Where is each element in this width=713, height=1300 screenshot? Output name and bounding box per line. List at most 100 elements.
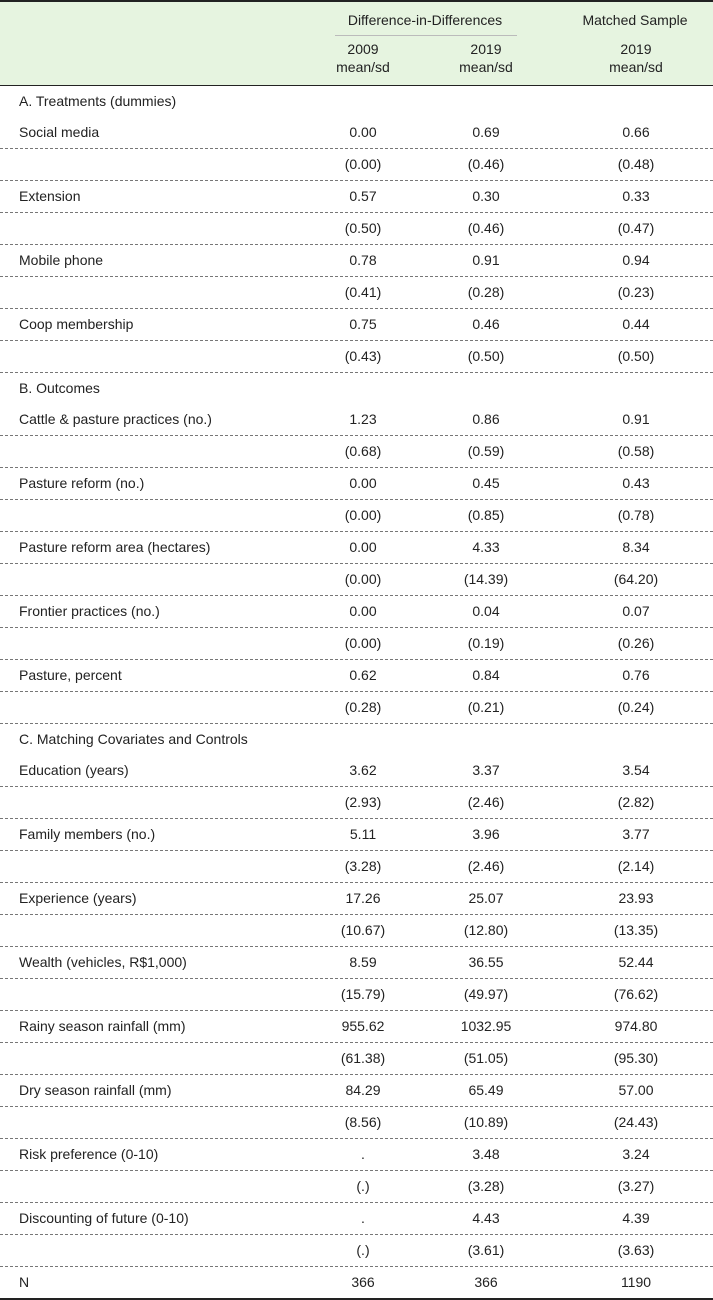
table-cell: 3.54 [622,762,650,778]
table-cell: (3.63) [617,1242,655,1258]
table-cell: 5.11 [349,826,377,842]
table-row: (8.56) (10.89) (24.43) [0,1107,713,1139]
table-cell: (12.80) [463,922,509,938]
table-cell: 974.80 [614,1018,658,1034]
table-cell: (0.46) [467,220,505,236]
table-cell: 0.00 [349,124,377,140]
table-cell: (61.38) [340,1050,386,1066]
table-row: Cattle & pasture practices (no.) 1.23 0.86… [0,404,713,436]
section-label: A. Treatments (dummies) [19,93,177,109]
table-row: (0.00) (0.46) (0.48) [0,149,713,181]
row-label: Pasture reform area (hectares) [19,539,211,555]
table-cell: 0.62 [349,667,377,683]
table-cell: (0.50) [467,348,505,364]
table-cell: (3.61) [467,1242,505,1258]
table-cell: 65.49 [468,1082,504,1098]
section-header-row: C. Matching Covariates and Controls [0,724,713,755]
table-row: (61.38) (51.05) (95.30) [0,1043,713,1075]
table-cell: (3.27) [617,1178,655,1194]
table-cell: (0.46) [467,156,505,172]
group-header-did: Difference-in-Differences [347,12,503,28]
row-label: Mobile phone [19,252,104,268]
table-cell: 4.39 [622,1210,650,1226]
table-cell: (.) [356,1178,370,1194]
table-row: Extension 0.57 0.30 0.33 [0,181,713,213]
table-cell: 0.66 [622,124,650,140]
table-cell: 8.34 [622,539,650,555]
table-row: (0.00) (14.39) (64.20) [0,564,713,596]
table-cell: (0.19) [467,635,505,651]
table-cell: (0.68) [344,443,382,459]
row-label: Extension [19,188,81,204]
row-label: N [19,1274,30,1290]
table-cell: 4.33 [472,539,500,555]
table-cell: (15.79) [340,986,386,1002]
table-cell: (8.56) [344,1114,382,1130]
table-cell: (0.28) [467,284,505,300]
table-cell: 84.29 [345,1082,381,1098]
table-cell: 0.57 [349,188,377,204]
table-cell: 17.26 [345,890,381,906]
table-row: (3.28) (2.46) (2.14) [0,851,713,883]
table-cell: (3.28) [467,1178,505,1194]
table-cell: (49.97) [463,986,509,1002]
table-cell: (0.00) [344,571,382,587]
column-stat: mean/sd [459,59,513,75]
table-cell: 0.00 [349,475,377,491]
table-row: Family members (no.) 5.11 3.96 3.77 [0,819,713,851]
table-cell: (13.35) [613,922,659,938]
table-row: (0.00) (0.19) (0.26) [0,628,713,660]
table-row: (2.93) (2.46) (2.82) [0,787,713,819]
table-cell: (0.00) [344,635,382,651]
table-cell: 1.23 [349,411,377,427]
row-label: Education (years) [19,762,129,778]
table-row: N 366 366 1190 [0,1267,713,1300]
table-cell: 3.77 [622,826,650,842]
table-cell: 0.76 [622,667,650,683]
table-cell: 0.84 [472,667,500,683]
table-cell: (0.58) [617,443,655,459]
table-cell: (0.28) [344,699,382,715]
table-row: (0.50) (0.46) (0.47) [0,213,713,245]
table-cell: 0.04 [472,603,500,619]
table-cell: (0.85) [467,507,505,523]
table-cell: (0.21) [467,699,505,715]
group-header-rule [335,35,517,36]
table-cell: (2.14) [617,858,655,874]
row-label: Coop membership [19,316,134,332]
table-cell: (0.41) [344,284,382,300]
table-cell: 0.30 [472,188,500,204]
table-cell: 1190 [620,1274,652,1290]
row-label: Family members (no.) [19,826,156,842]
table-header: Difference-in-Differences Matched Sample… [0,0,713,86]
table-row: Experience (years) 17.26 25.07 23.93 [0,883,713,915]
table-cell: 0.33 [622,188,650,204]
table-cell: 52.44 [618,954,654,970]
table-cell: 0.00 [349,539,377,555]
section-label: B. Outcomes [19,380,100,396]
table-cell: 0.91 [622,411,650,427]
column-stat: mean/sd [336,59,390,75]
table-cell: 4.43 [472,1210,500,1226]
table-cell: (64.20) [613,571,659,587]
row-label: Pasture reform (no.) [19,475,145,491]
table-cell: 25.07 [468,890,504,906]
table-row: Coop membership 0.75 0.46 0.44 [0,309,713,341]
group-header-matched: Matched Sample [582,12,688,28]
table-cell: 0.94 [622,252,650,268]
row-label: Dry season rainfall (mm) [19,1082,172,1098]
table-cell: (0.26) [617,635,655,651]
table-row: Risk preference (0-10). 3.48 3.24 [0,1139,713,1171]
row-label: Experience (years) [19,890,137,906]
table-cell: (0.50) [344,220,382,236]
table-row: Education (years) 3.62 3.37 3.54 [0,755,713,787]
table-row: Dry season rainfall (mm) 84.29 65.49 57.00 [0,1075,713,1107]
row-label: Cattle & pasture practices (no.) [19,411,212,427]
table-row: (.) (3.28) (3.27) [0,1171,713,1203]
table-cell: (24.43) [613,1114,659,1130]
table-cell: (51.05) [463,1050,509,1066]
table-row: Social media 0.00 0.69 0.66 [0,117,713,149]
table-cell: 3.62 [349,762,377,778]
row-label: Social media [19,124,100,140]
